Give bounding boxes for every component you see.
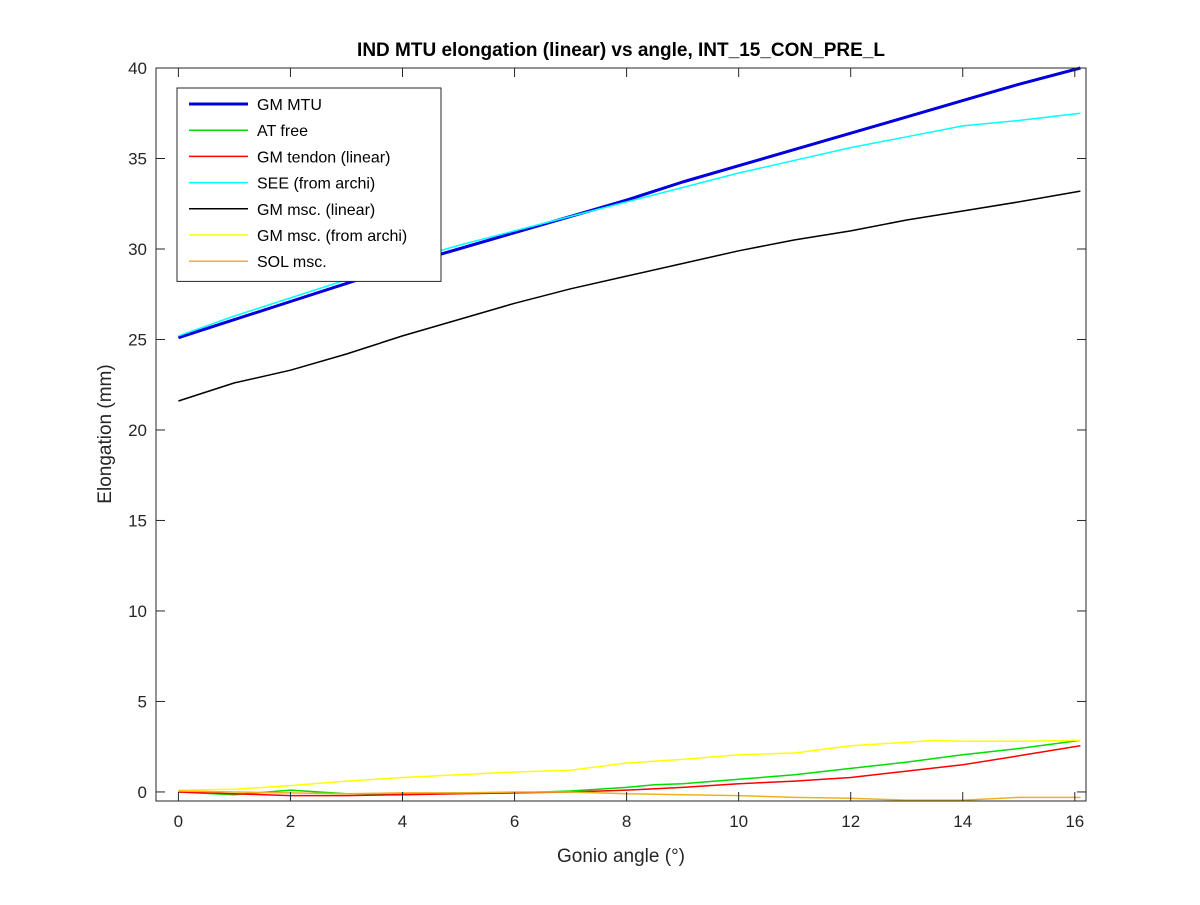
x-tick-label: 0 [174,812,183,831]
legend-label: SOL msc. [257,254,327,271]
y-tick-label: 15 [128,511,147,530]
x-tick-label: 6 [510,812,519,831]
y-axis-label: Elongation (mm) [95,364,116,503]
x-tick-label: 8 [622,812,631,831]
y-tick-label: 25 [128,330,147,349]
legend: GM MTU AT free GM tendon (linear) SEE (from… [176,87,442,282]
axes-box [155,67,1087,802]
legend-box [176,87,442,282]
legend-label: GM MTU [257,97,322,114]
x-tick-label: 12 [841,812,860,831]
series-line-4 [178,190,1081,402]
x-tick-label: 14 [953,812,972,831]
y-tick-label: 10 [128,602,147,621]
legend-label: SEE (from archi) [257,176,375,193]
series-line-5 [178,739,1081,791]
legend-label: GM msc. (from archi) [257,228,407,245]
y-tick-label: 30 [128,240,147,259]
y-tick-label: 40 [128,59,147,78]
x-tick-label: 4 [398,812,407,831]
chart-title: IND MTU elongation (linear) vs angle, IN… [357,40,885,61]
legend-label: GM msc. (linear) [257,202,375,219]
axes-layer: 0 2 4 6 8 10 12 14 16 0 5 10 15 20 25 30 35 40 [128,59,1087,831]
y-tick-label: 0 [138,783,147,802]
y-tick-label: 5 [138,692,147,711]
legend-label: GM tendon (linear) [257,149,390,166]
x-tick-label: 10 [729,812,748,831]
legend-label: AT free [257,123,308,140]
x-axis-label: Gonio angle (°) [557,846,685,867]
series-line-0 [177,66,1081,340]
y-tick-label: 20 [128,421,147,440]
series-line-2 [178,745,1081,797]
x-tick-label: 16 [1065,812,1084,831]
x-tick-label: 2 [286,812,295,831]
series-layer [177,66,1081,801]
series-line-3 [178,112,1081,337]
y-tick-label: 35 [128,149,147,168]
